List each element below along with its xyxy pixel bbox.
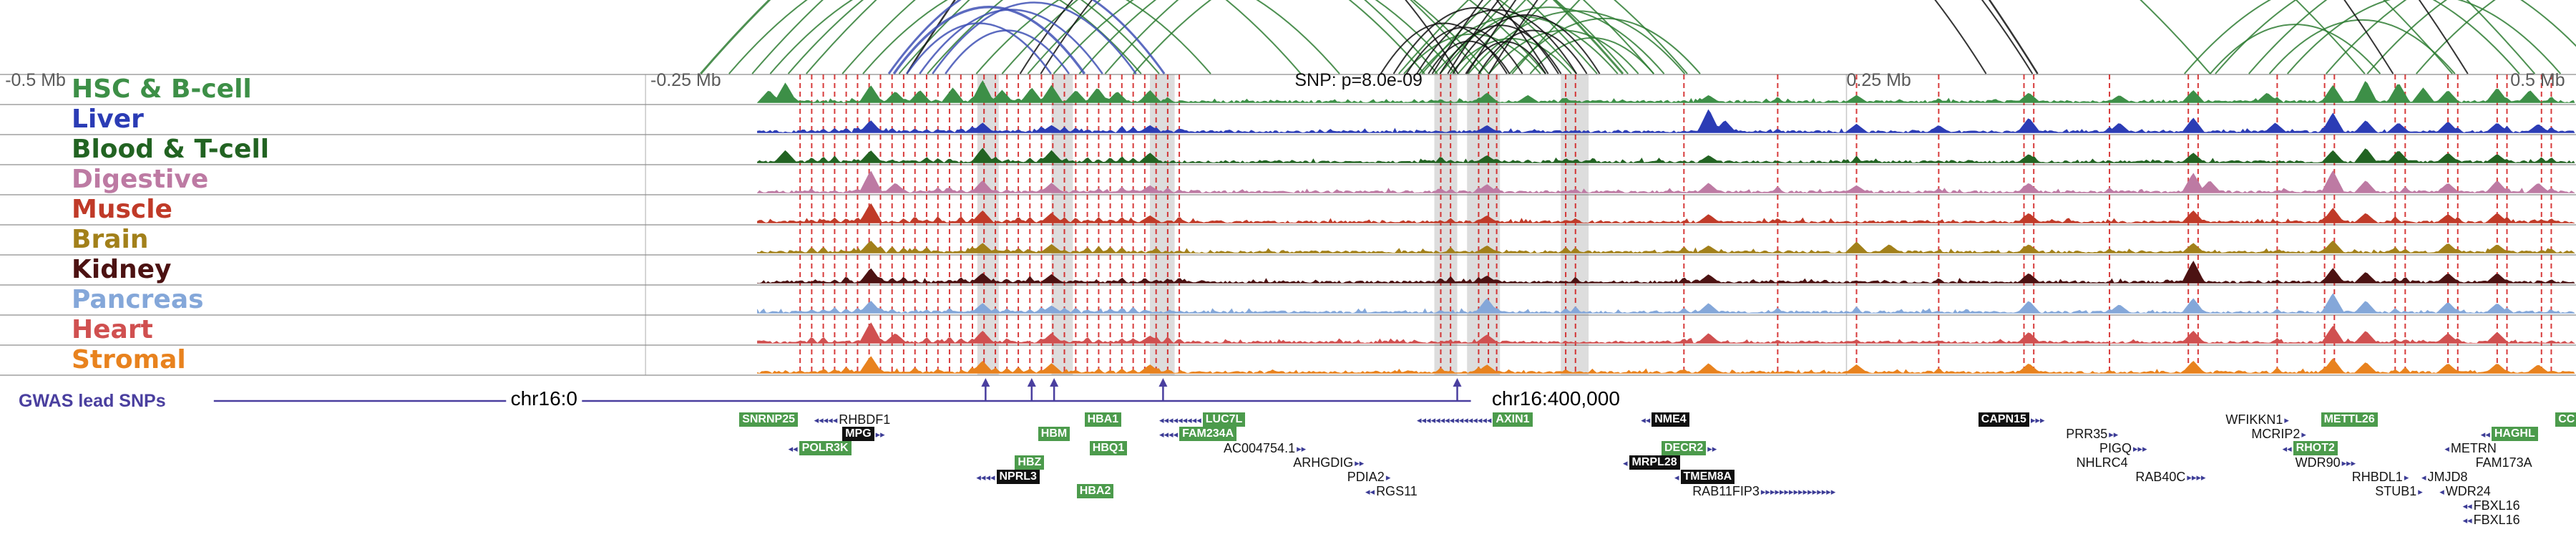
interaction-arc[interactable] xyxy=(2215,0,2576,74)
interaction-arc[interactable] xyxy=(1001,0,1490,74)
interaction-arc[interactable] xyxy=(975,0,1340,74)
interaction-arc[interactable] xyxy=(1529,37,1654,74)
gwas-snp-arrow-icon xyxy=(1453,378,1462,387)
interaction-arc[interactable] xyxy=(1434,6,1665,74)
interaction-arc[interactable] xyxy=(906,22,1052,74)
interaction-arc[interactable] xyxy=(892,6,1086,75)
interaction-arc[interactable] xyxy=(1466,0,2394,74)
interaction-arc[interactable] xyxy=(932,1,1137,74)
interaction-arc[interactable] xyxy=(862,0,1211,74)
gwas-snp-arrow-icon xyxy=(981,378,990,387)
interaction-arc[interactable] xyxy=(1468,10,1686,74)
signal-track-pancreas xyxy=(757,293,2575,314)
gwas-snp-arrow-icon xyxy=(1027,378,1036,387)
signal-track-heart xyxy=(757,322,2576,344)
signal-track-liver xyxy=(757,109,2575,133)
interaction-arc[interactable] xyxy=(769,0,1142,74)
signal-track-muscle xyxy=(757,203,2575,223)
interaction-arc[interactable] xyxy=(1133,0,1577,74)
signal-track-brain xyxy=(757,240,2575,253)
interaction-arc[interactable] xyxy=(919,9,1103,74)
interaction-arc[interactable] xyxy=(751,0,1482,74)
interaction-arc[interactable] xyxy=(887,0,1166,74)
interaction-arc[interactable] xyxy=(927,0,1425,74)
signal-track-kidney xyxy=(757,261,2575,284)
interaction-arc[interactable] xyxy=(1405,26,1523,74)
interaction-arc[interactable] xyxy=(1447,0,1987,74)
interaction-arc[interactable] xyxy=(2416,0,2576,74)
interaction-arc[interactable] xyxy=(2268,19,2456,74)
interaction-arc[interactable] xyxy=(2366,0,2576,74)
interaction-arc[interactable] xyxy=(1478,29,1588,74)
interaction-arc[interactable] xyxy=(1511,0,2576,74)
interaction-arc[interactable] xyxy=(2248,0,2576,74)
signal-track-blood-t-cell xyxy=(757,147,2575,163)
interaction-arc[interactable] xyxy=(1078,0,1546,74)
interaction-arc[interactable] xyxy=(2326,0,2576,74)
interaction-arc[interactable] xyxy=(1053,0,1456,74)
signal-track-stromal xyxy=(757,356,2575,374)
signal-track-digestive xyxy=(757,170,2575,193)
interaction-arc[interactable] xyxy=(2184,0,2520,74)
interaction-arc[interactable] xyxy=(2210,24,2381,74)
interaction-arc[interactable] xyxy=(2287,0,2562,74)
interaction-arc[interactable] xyxy=(1416,9,1578,74)
interaction-arc[interactable] xyxy=(1439,24,1562,74)
signal-track-hsc-b-cell xyxy=(757,80,2575,103)
gwas-snp-arrow-icon xyxy=(1158,378,1168,387)
gwas-snp-arrow-icon xyxy=(1050,378,1059,387)
interaction-arc[interactable] xyxy=(1104,0,1688,74)
interaction-arc[interactable] xyxy=(945,29,1070,74)
interaction-arc[interactable] xyxy=(728,0,1160,74)
